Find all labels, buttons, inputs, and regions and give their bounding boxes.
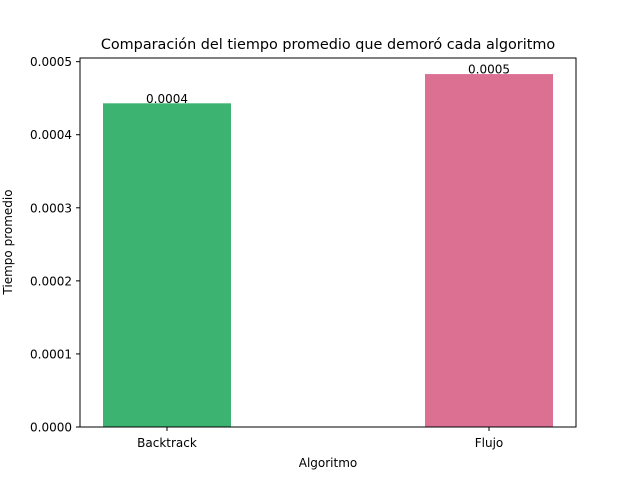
bar-labels-group: 0.0004 0.0005 xyxy=(146,63,510,106)
y-tick-label: 0.0005 xyxy=(30,55,72,69)
x-axis-title: Algoritmo xyxy=(299,456,358,470)
y-tick-label: 0.0004 xyxy=(30,128,72,142)
y-axis-title: Tiempo promedio xyxy=(1,189,15,295)
bars-group xyxy=(103,74,553,427)
bar-flujo xyxy=(425,74,553,427)
x-tick-label-flujo: Flujo xyxy=(475,436,504,450)
chart-title: Comparación del tiempo promedio que demo… xyxy=(101,37,556,53)
x-axis: Backtrack Flujo xyxy=(137,427,503,450)
plot-area-frame xyxy=(79,57,577,428)
y-axis: 0.0000 0.0001 0.0002 0.0003 0.0004 0.0005 xyxy=(30,55,80,435)
bar-value-label-flujo: 0.0005 xyxy=(468,63,510,77)
x-tick-label-backtrack: Backtrack xyxy=(137,436,197,450)
y-tick-label: 0.0003 xyxy=(30,201,72,215)
y-tick-label: 0.0001 xyxy=(30,347,72,361)
bar-value-label-backtrack: 0.0004 xyxy=(146,92,188,106)
bar-backtrack xyxy=(103,103,231,427)
y-tick-label: 0.0002 xyxy=(30,274,72,288)
y-tick-label: 0.0000 xyxy=(30,421,72,435)
